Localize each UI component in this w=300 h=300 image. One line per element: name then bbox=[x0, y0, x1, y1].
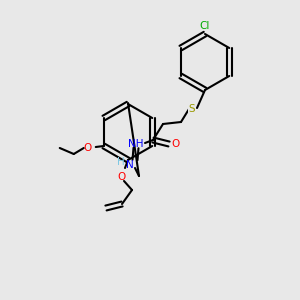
Text: NH: NH bbox=[128, 139, 144, 149]
Text: N: N bbox=[126, 160, 134, 170]
Text: H: H bbox=[117, 157, 125, 167]
Text: Cl: Cl bbox=[200, 21, 210, 31]
Text: O: O bbox=[84, 143, 92, 153]
Text: O: O bbox=[172, 139, 180, 149]
Text: S: S bbox=[189, 104, 195, 114]
Text: O: O bbox=[117, 172, 125, 182]
